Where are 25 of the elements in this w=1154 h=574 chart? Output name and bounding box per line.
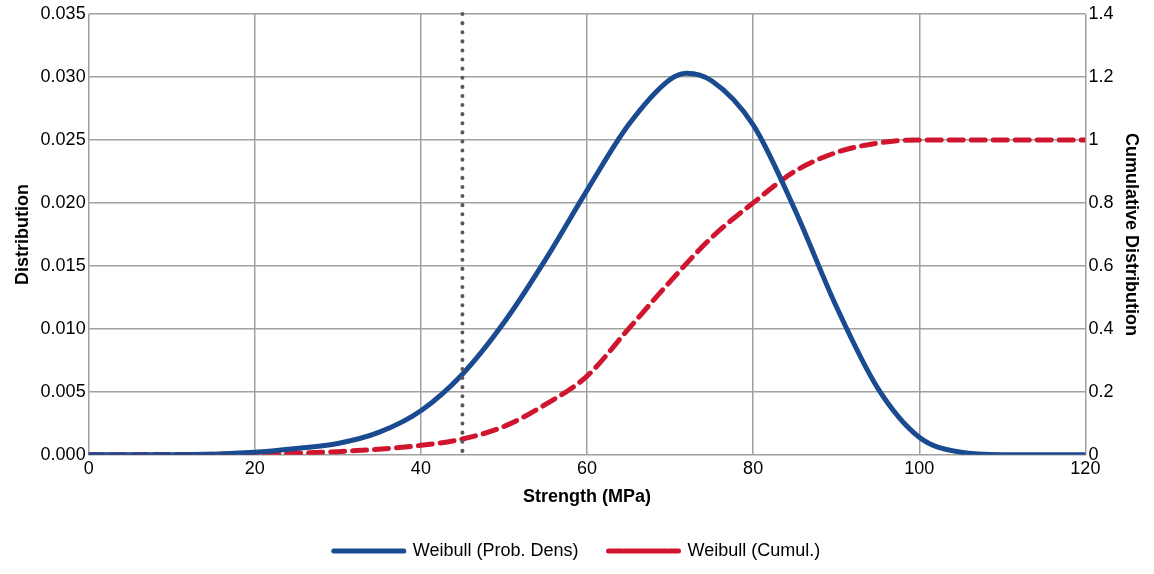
y-tick-label: 0.035 (40, 2, 86, 23)
y-tick-label: 0.000 (40, 443, 86, 464)
y2-axis-title: Cumulative Distribution (1122, 132, 1143, 336)
y-tick-label: 0.030 (40, 65, 86, 86)
y2-tick-label: 1 (1088, 128, 1099, 149)
x-axis-title: Strength (MPa) (523, 486, 652, 507)
legend-label: Weibull (Prob. Dens) (412, 539, 579, 560)
x-tick-label: 60 (577, 457, 598, 478)
x-tick-label: 20 (244, 457, 265, 478)
y-axis-title: Distribution (11, 183, 32, 285)
legend-label: Weibull (Cumul.) (687, 539, 821, 560)
y2-tick-label: 1.4 (1088, 2, 1114, 23)
y-tick-label: 0.025 (40, 128, 86, 149)
y2-tick-label: 0.4 (1088, 317, 1114, 338)
y-tick-label: 0.015 (40, 254, 86, 275)
y-tick-label: 0.005 (40, 380, 86, 401)
x-tick-label: 100 (904, 457, 935, 478)
y2-tick-label: 0.6 (1088, 254, 1114, 275)
y2-tick-label: 0.2 (1088, 380, 1114, 401)
y-tick-label: 0.020 (40, 191, 86, 212)
x-tick-label: 40 (410, 457, 431, 478)
y-tick-label: 0.010 (40, 317, 86, 338)
y2-tick-label: 0.8 (1088, 191, 1114, 212)
y2-tick-label: 1.2 (1088, 65, 1114, 86)
x-tick-label: 80 (743, 457, 764, 478)
